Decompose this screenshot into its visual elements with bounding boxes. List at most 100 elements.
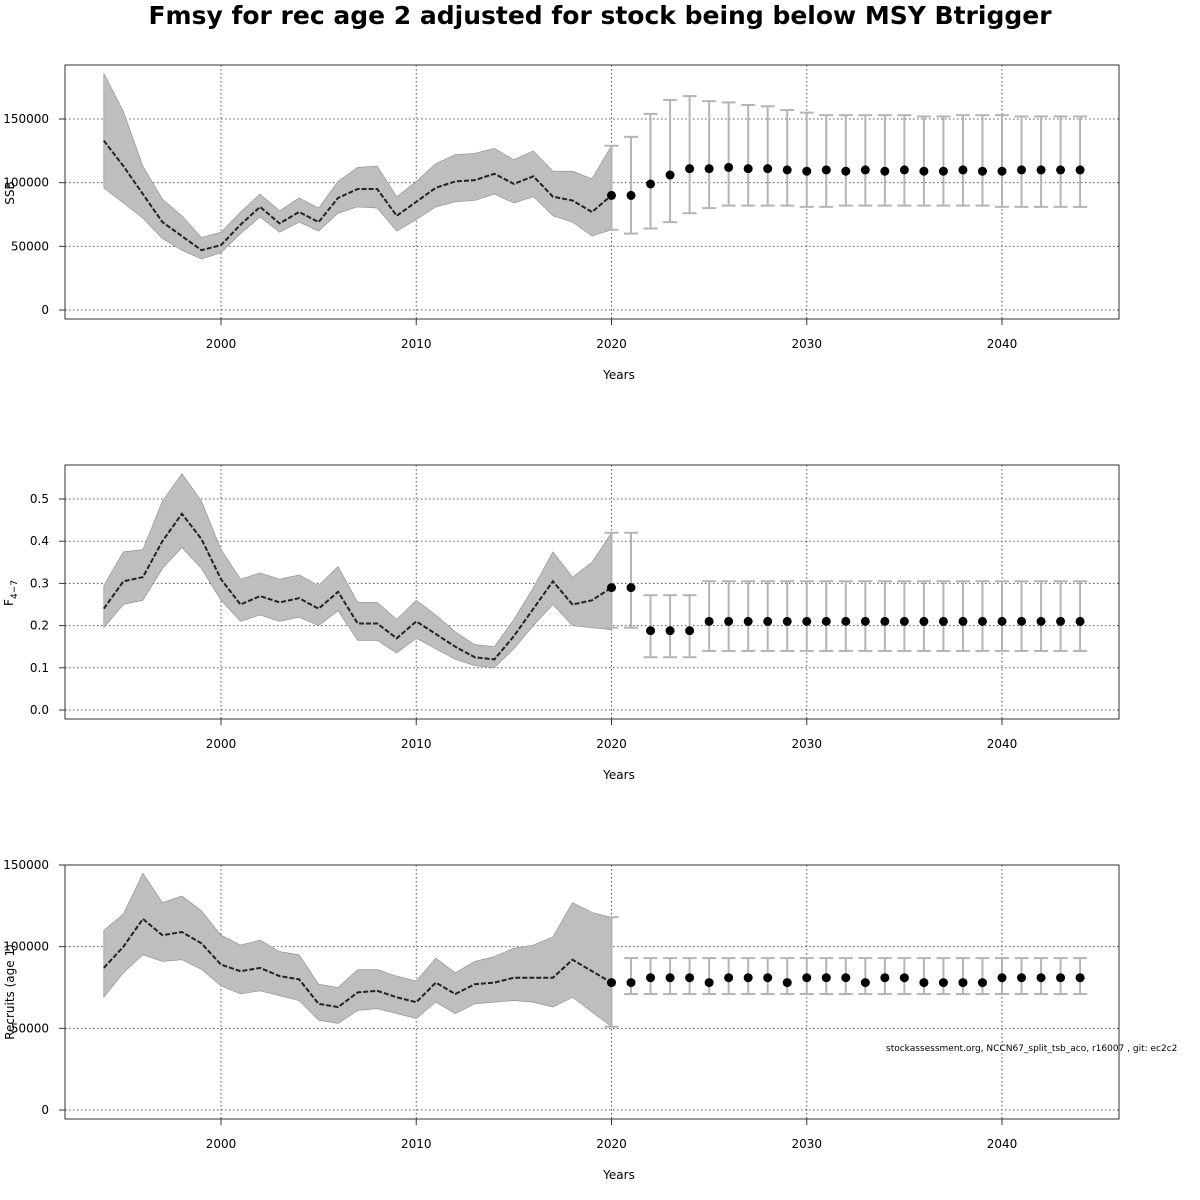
projection-point [665, 973, 675, 983]
projection-point [1036, 165, 1046, 175]
projection-point [685, 973, 695, 983]
confidence-band [103, 872, 612, 1028]
projection-point [841, 166, 851, 176]
confidence-band [103, 473, 612, 669]
projection-point [763, 164, 773, 174]
error-bar [799, 580, 814, 652]
error-bar [1073, 115, 1088, 208]
projection-point [938, 616, 948, 626]
projection-point [763, 973, 773, 983]
error-bar [760, 580, 775, 652]
projection-point [1017, 165, 1027, 175]
projection-point [997, 166, 1007, 176]
x-tick-label: 2030 [791, 337, 822, 351]
y-tick-label: 0.5 [30, 492, 49, 506]
projection-point [1056, 973, 1066, 983]
error-bar [721, 101, 736, 207]
x-tick-label: 2010 [401, 1137, 432, 1151]
error-bar [1014, 580, 1029, 652]
y-axis-label: F4−7 [2, 580, 20, 606]
y-axis-label: Recruits (age 1) [3, 944, 17, 1040]
x-tick-label: 2030 [791, 737, 822, 751]
projection-point [763, 616, 773, 626]
projection-point [938, 978, 948, 988]
error-bar [1034, 580, 1049, 652]
y-axis-label: SSB [3, 181, 17, 204]
x-tick-label: 2040 [987, 337, 1018, 351]
error-bar [780, 957, 795, 996]
projection-point [977, 616, 987, 626]
error-bar [799, 111, 814, 208]
panel-recruits: 2000 2010 2020 2030 2040 0 50000 100000 150000 Ye… [3, 858, 1120, 1182]
projection-point [997, 973, 1007, 983]
error-bar [936, 115, 951, 207]
plot-frame [64, 464, 1120, 720]
projection-point [821, 165, 831, 175]
error-bar [643, 112, 658, 230]
projection-point [899, 616, 909, 626]
projection-point [958, 978, 968, 988]
error-bar [760, 105, 775, 207]
error-bar [1014, 115, 1029, 208]
y-tick-label: 150000 [3, 858, 49, 872]
error-bar [955, 580, 970, 652]
projection-point [665, 170, 675, 180]
error-bar [858, 114, 873, 207]
error-bar [604, 916, 619, 1028]
error-bar [702, 957, 717, 996]
page-title: Fmsy for rec age 2 adjusted for stock be… [148, 1, 1052, 30]
projection-point [802, 166, 812, 176]
x-tick-label: 2000 [206, 1137, 237, 1151]
error-bar [955, 957, 970, 996]
projection-point [802, 616, 812, 626]
error-bar [780, 109, 795, 207]
projection-point [743, 616, 753, 626]
projection-point [782, 165, 792, 175]
projection-point [841, 973, 851, 983]
y-axis-label-sub: 4−7 [10, 580, 20, 599]
projection-point [1075, 165, 1085, 175]
projection-point [958, 165, 968, 175]
y-tick-label: 0.3 [30, 576, 49, 590]
projection-point [743, 164, 753, 174]
plot-frame [64, 64, 1120, 320]
projection-point [919, 616, 929, 626]
error-bar [624, 135, 639, 235]
projection-point [938, 166, 948, 176]
projection-point [607, 583, 616, 593]
projection-point [1017, 616, 1027, 626]
error-bar [995, 114, 1009, 208]
projection-point [626, 583, 636, 593]
projection-point [860, 165, 870, 175]
error-bar [877, 580, 892, 652]
error-bar [916, 580, 931, 652]
projection-point [997, 616, 1007, 626]
projection-point [880, 616, 890, 626]
projection-point [880, 166, 890, 176]
projection-point [1075, 616, 1085, 626]
error-bar [604, 144, 619, 231]
y-tick-label: 50000 [11, 239, 49, 253]
error-bar [975, 580, 990, 652]
projection-point [802, 973, 812, 983]
y-tick-label: 0.2 [30, 619, 49, 633]
error-bar [819, 114, 834, 208]
x-axis-label: Years [602, 368, 635, 382]
panel-f: 2000 2010 2020 2030 2040 0.0 0.1 0.2 0.3 0.4 0.5 Ye… [2, 464, 1120, 782]
projection-point [607, 190, 616, 200]
projection-point [704, 978, 714, 988]
error-bar [858, 580, 873, 652]
error-bar [877, 114, 892, 207]
error-bar [819, 580, 834, 652]
y-tick-label: 0.4 [30, 534, 49, 548]
estimate-line [103, 139, 613, 252]
confidence-band [103, 73, 612, 260]
error-bar [975, 114, 990, 207]
projection-point [685, 626, 695, 636]
estimate-line [103, 917, 613, 1009]
projection-point [821, 973, 831, 983]
x-tick-label: 2020 [596, 1137, 627, 1151]
projection-point [685, 164, 695, 174]
y-tick-label: 0.0 [30, 703, 49, 717]
